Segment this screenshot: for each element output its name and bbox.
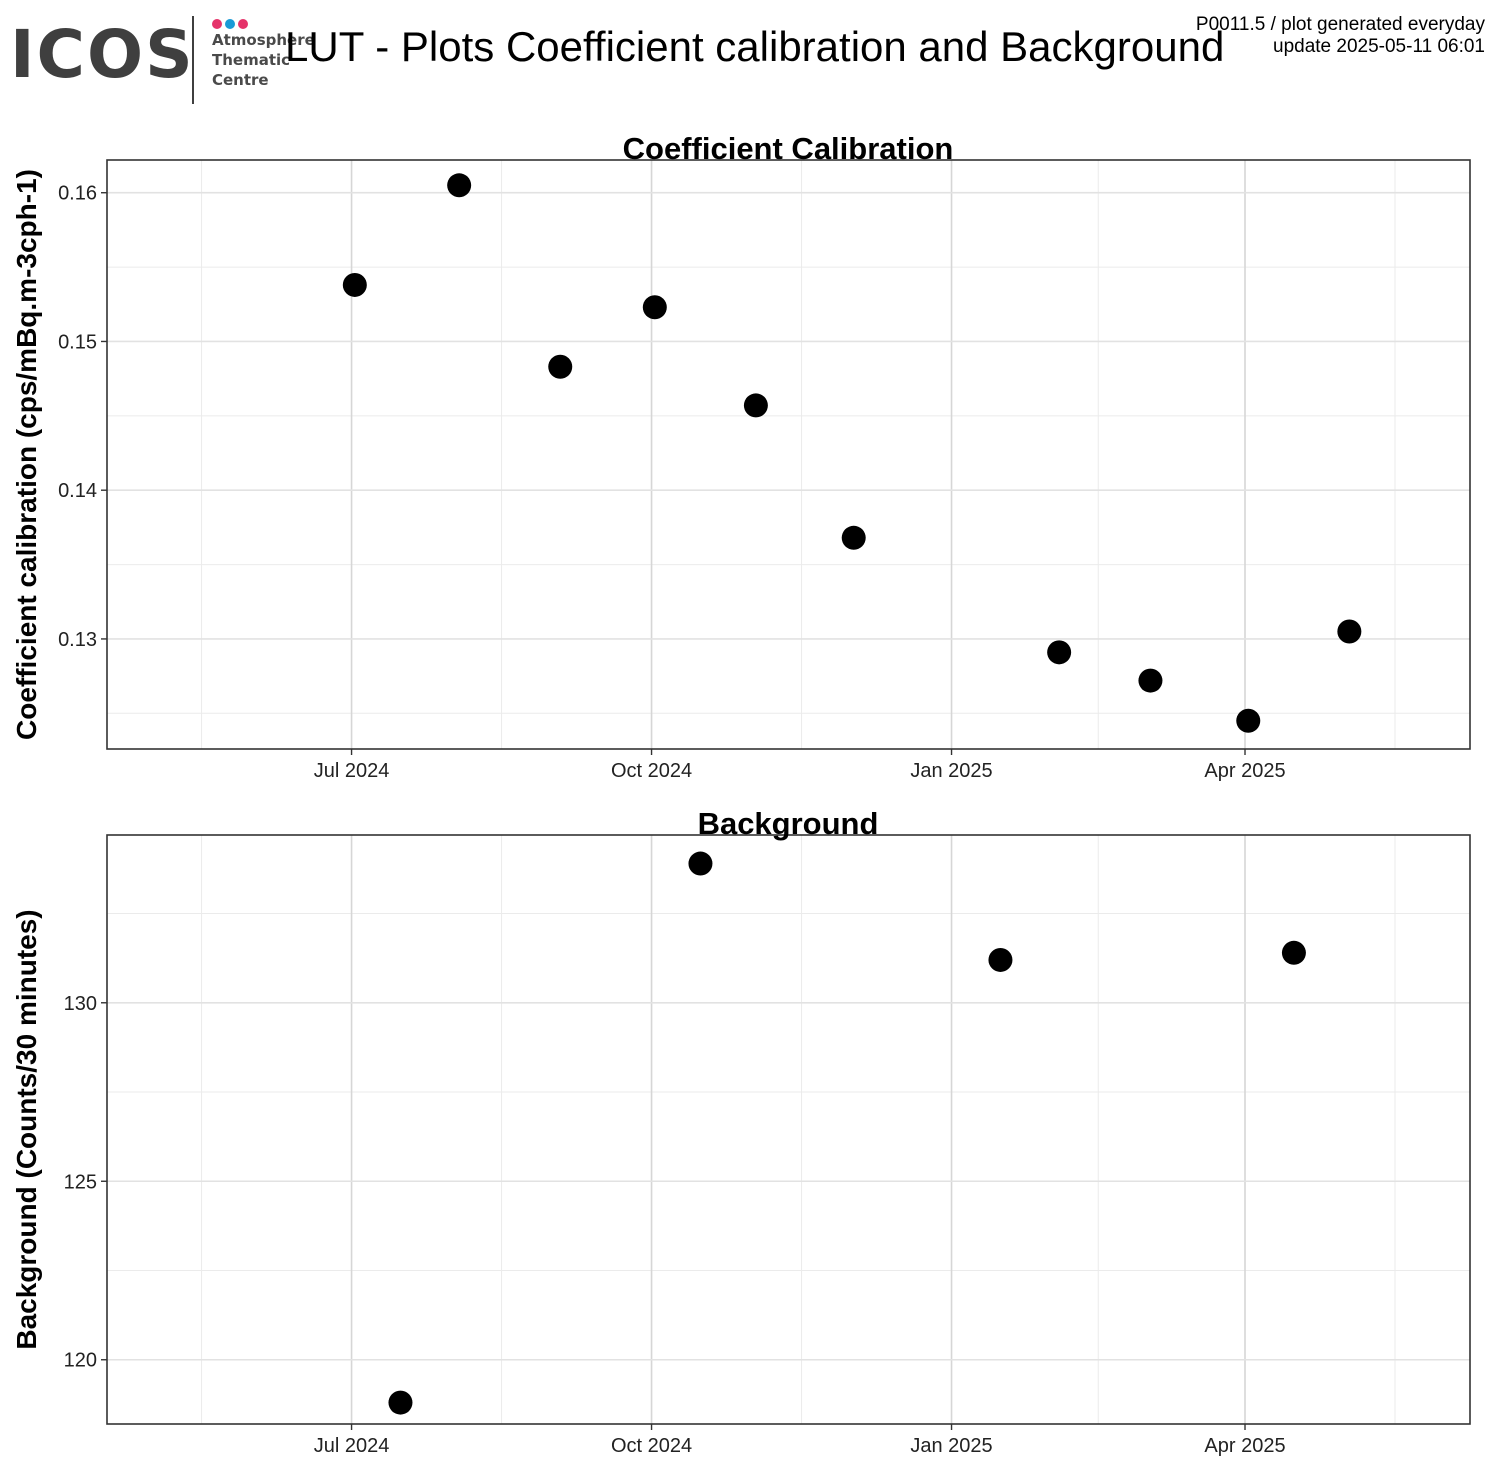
- data-point: [1236, 708, 1261, 733]
- x-tick-label: Apr 2025: [1204, 1435, 1285, 1457]
- logo-wordmark: ICOS: [10, 16, 195, 93]
- x-tick-label: Jan 2025: [910, 760, 992, 782]
- panel-border: [106, 834, 1471, 1425]
- meta-update: update 2025-05-11 06:01: [1273, 36, 1485, 57]
- logo-dot: [212, 19, 222, 29]
- logo-dot: [225, 19, 235, 29]
- y-tick-label: 120: [64, 1350, 97, 1372]
- logo-line: Atmosphere: [212, 31, 315, 49]
- meta-generated: P0011.5 / plot generated everyday: [1195, 14, 1485, 35]
- x-tick-label: Jul 2024: [314, 760, 390, 782]
- data-point: [642, 295, 667, 320]
- logo-subtitle: Atmosphere Thematic Centre: [212, 30, 315, 90]
- logo-line: Centre: [212, 71, 269, 89]
- data-point: [688, 851, 713, 876]
- data-point: [743, 393, 768, 418]
- chart-0: Jul 2024 Oct 2024 Jan 2025 Apr 2025 0.13 0.14…: [11, 131, 1471, 782]
- plot-meta: P0011.5 / plot generated everyday update…: [1196, 14, 1485, 58]
- y-tick-label: 0.13: [58, 629, 97, 651]
- panel-border: [106, 159, 1471, 750]
- logo-dots: [212, 16, 251, 29]
- data-point: [988, 947, 1013, 972]
- data-point: [841, 525, 866, 550]
- icos-logo: ICOS Atmosphere Thematic Centre: [10, 14, 315, 106]
- data-point: [548, 354, 573, 379]
- logo-line: Thematic: [212, 51, 291, 69]
- y-tick-label: 130: [64, 993, 97, 1015]
- y-tick-label: 0.14: [58, 480, 97, 502]
- data-point: [1047, 640, 1072, 665]
- y-tick-label: 125: [64, 1171, 97, 1193]
- data-point: [342, 272, 367, 297]
- page-title: LUT - Plots Coefficient calibration and …: [285, 23, 1225, 70]
- data-point: [1138, 668, 1163, 693]
- data-point: [1281, 940, 1306, 965]
- y-axis-label: Background (Counts/30 minutes): [11, 909, 42, 1349]
- x-tick-label: Oct 2024: [611, 760, 692, 782]
- x-tick-label: Jan 2025: [910, 1435, 992, 1457]
- data-point: [447, 173, 472, 198]
- chart-1: Jul 2024 Oct 2024 Jan 2025 Apr 2025 120 125 13…: [11, 806, 1471, 1457]
- x-tick-label: Oct 2024: [611, 1435, 692, 1457]
- x-tick-label: Jul 2024: [314, 1435, 390, 1457]
- y-tick-label: 0.16: [58, 183, 97, 205]
- data-point: [1337, 619, 1362, 644]
- y-tick-label: 0.15: [58, 331, 97, 353]
- chart-title: Coefficient Calibration: [623, 131, 954, 166]
- logo-divider: [192, 16, 194, 104]
- y-axis-label: Coefficient calibration (cps/mBq.m-3cph-…: [11, 169, 42, 740]
- x-tick-label: Apr 2025: [1204, 760, 1285, 782]
- chart-title: Background: [698, 806, 879, 841]
- logo-dot: [238, 19, 248, 29]
- data-point: [388, 1390, 413, 1415]
